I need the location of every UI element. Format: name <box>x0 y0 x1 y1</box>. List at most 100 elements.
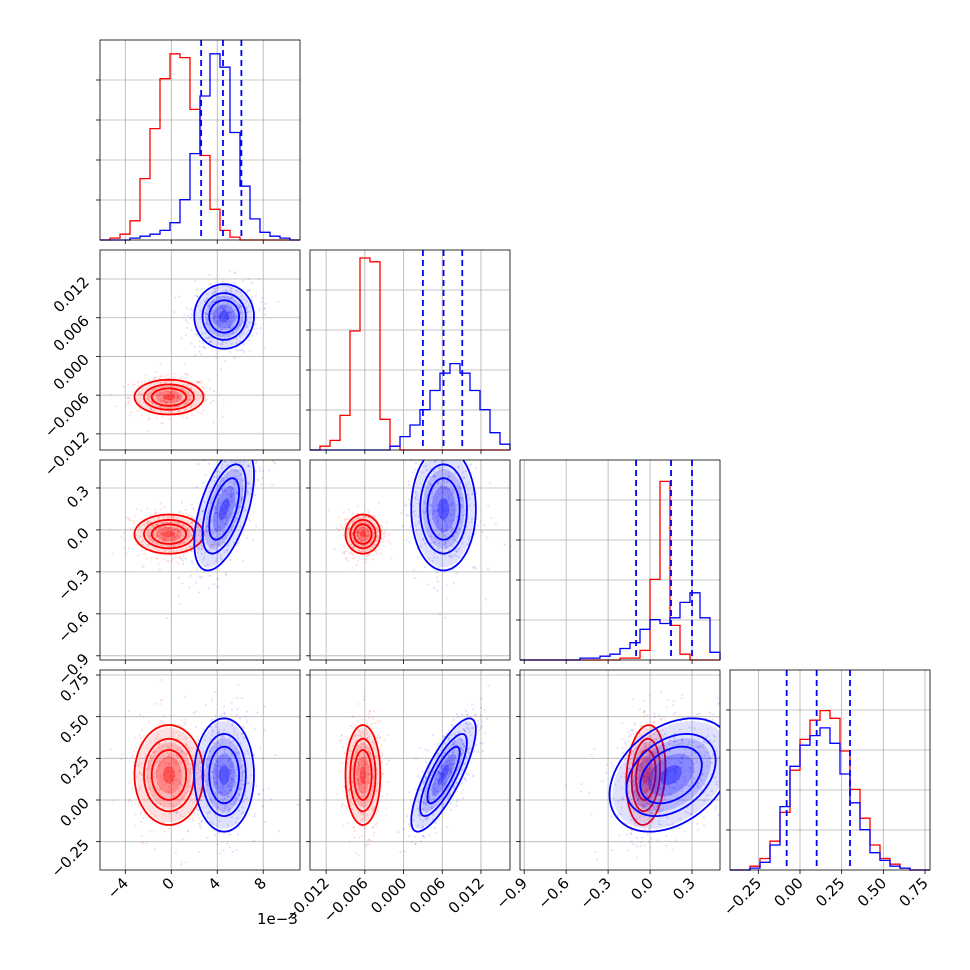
scatter-point <box>379 552 382 555</box>
scatter-point <box>348 551 351 554</box>
scatter-point <box>620 798 623 801</box>
scatter-point <box>638 788 641 791</box>
scatter-point <box>371 538 374 541</box>
scatter-point <box>460 753 463 756</box>
scatter-point <box>235 796 238 799</box>
scatter-point <box>447 494 450 497</box>
scatter-point <box>127 401 130 404</box>
scatter-point <box>186 784 189 788</box>
scatter-point <box>164 537 167 540</box>
scatter-point <box>178 780 181 783</box>
scatter-point <box>233 784 236 787</box>
scatter-point <box>180 549 183 552</box>
scatter-point <box>351 715 354 718</box>
scatter-point <box>239 291 242 294</box>
scatter-point <box>361 742 364 745</box>
scatter-point <box>355 747 358 750</box>
scatter-point <box>446 826 449 829</box>
scatter-point <box>168 827 171 831</box>
scatter-point <box>226 824 229 827</box>
scatter-point <box>185 546 188 550</box>
scatter-point <box>172 795 175 798</box>
scatter-point <box>440 765 443 768</box>
scatter-point <box>156 393 159 396</box>
scatter-point <box>362 743 365 746</box>
scatter-point <box>645 789 648 792</box>
scatter-point <box>248 289 251 292</box>
scatter-point <box>214 715 217 718</box>
scatter-point <box>229 772 232 775</box>
scatter-point <box>217 730 220 733</box>
scatter-point <box>361 735 364 739</box>
scatter-point <box>229 460 232 463</box>
scatter-point <box>386 734 389 737</box>
scatter-point <box>355 751 358 754</box>
scatter-point <box>434 790 437 793</box>
scatter-point <box>450 556 453 559</box>
scatter-point <box>457 489 460 493</box>
scatter-point <box>419 818 423 821</box>
scatter-point <box>258 409 260 411</box>
scatter-point <box>223 308 227 311</box>
scatter-point <box>640 759 643 762</box>
scatter-point <box>661 729 664 732</box>
scatter-point <box>233 448 235 450</box>
scatter-point <box>445 584 448 587</box>
scatter-point <box>227 544 230 547</box>
scatter-point <box>414 461 418 464</box>
scatter-point <box>624 763 627 766</box>
scatter-point <box>190 792 193 795</box>
scatter-point <box>648 767 651 770</box>
scatter-point <box>479 714 483 717</box>
scatter-point <box>646 772 649 775</box>
scatter-point <box>435 453 437 455</box>
scatter-point <box>157 531 160 534</box>
scatter-point <box>360 540 364 544</box>
scatter-point <box>147 430 150 433</box>
scatter-point <box>212 530 215 533</box>
scatter-point <box>342 824 345 827</box>
scatter-point <box>245 306 248 309</box>
scatter-point <box>453 553 456 557</box>
scatter-point <box>184 736 188 739</box>
scatter-point <box>220 479 223 482</box>
scatter-point <box>648 786 652 789</box>
scatter-point <box>175 534 179 537</box>
scatter-point <box>188 532 191 535</box>
scatter-point <box>216 843 219 846</box>
scatter-point <box>647 811 651 814</box>
scatter-point <box>376 767 379 770</box>
scatter-point <box>169 533 172 536</box>
scatter-point <box>480 706 483 709</box>
scatter-point <box>210 319 214 322</box>
scatter-point <box>465 525 469 528</box>
scatter-point <box>217 315 220 318</box>
scatter-point <box>637 769 641 772</box>
scatter-point <box>456 550 459 553</box>
scatter-point <box>657 746 660 749</box>
scatter-point <box>380 760 383 764</box>
scatter-point <box>470 493 474 496</box>
scatter-point <box>230 752 233 755</box>
scatter-point <box>644 782 648 785</box>
scatter-point <box>135 398 139 401</box>
scatter-point <box>355 523 358 527</box>
scatter-point <box>242 447 244 449</box>
scatter-point <box>461 503 464 507</box>
scatter-point <box>181 560 184 563</box>
scatter-point <box>653 808 656 811</box>
panel-1-0 <box>100 250 300 450</box>
scatter-point <box>476 725 479 728</box>
scatter-point <box>238 323 241 327</box>
scatter-point <box>221 280 224 283</box>
scatter-point <box>140 762 143 765</box>
scatter-point <box>163 830 166 833</box>
scatter-point <box>212 741 215 744</box>
scatter-point <box>196 779 199 782</box>
scatter-point <box>661 809 664 812</box>
scatter-point <box>214 745 217 749</box>
scatter-point <box>641 761 644 764</box>
scatter-point <box>456 768 459 772</box>
scatter-point <box>191 801 194 804</box>
scatter-point <box>355 765 358 768</box>
